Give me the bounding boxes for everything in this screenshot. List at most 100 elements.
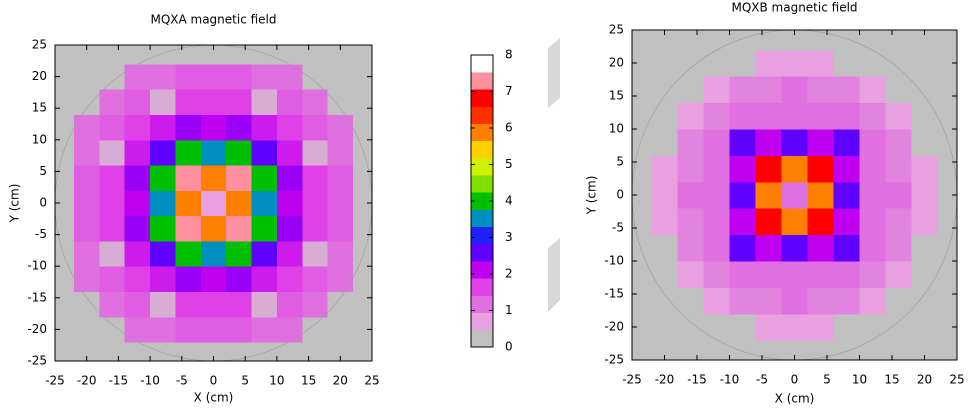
heatmap-cell (755, 49, 782, 77)
y-tick-label: 25 (32, 38, 47, 52)
heatmap-cell (175, 240, 202, 267)
heatmap-cell (677, 102, 704, 130)
heatmap-cell (352, 316, 372, 343)
heatmap-cell (632, 181, 652, 209)
heatmap-cell (327, 165, 354, 191)
x-tick-label: 10 (852, 373, 867, 387)
heatmap-cell (677, 340, 704, 360)
heatmap-cell (352, 114, 372, 141)
heatmap-cell (703, 155, 730, 183)
heatmap-cell (276, 266, 303, 292)
heatmap-cell (911, 287, 938, 315)
heatmap-cell (859, 313, 886, 341)
y-tick-label: -10 (604, 254, 624, 268)
colorbar-swatch (471, 329, 493, 348)
heatmap-cell (327, 215, 354, 242)
heatmap-cell (200, 215, 227, 242)
heatmap-cell (302, 63, 329, 90)
heatmap-cell (352, 45, 372, 65)
heatmap-cell (677, 76, 704, 104)
heatmap-cell (55, 89, 75, 116)
colorbar-swatch (471, 278, 493, 296)
heatmap-cell (651, 30, 678, 51)
heatmap-cell (755, 287, 782, 315)
heatmap-cell (781, 313, 808, 341)
heatmap-cell (833, 76, 860, 104)
heatmap-cell (226, 266, 253, 292)
heatmap-cell (124, 89, 151, 116)
heatmap-cell (276, 291, 303, 318)
heatmap-cell (859, 234, 886, 262)
heatmap-cell (175, 291, 202, 318)
heatmap-cell (781, 102, 808, 130)
heatmap-cell (807, 313, 834, 341)
heatmap-cell (226, 342, 253, 361)
heatmap-cell (124, 114, 151, 141)
heatmap-cell (755, 30, 782, 51)
heatmap-cell (755, 234, 782, 262)
y-axis-label: Y (cm) (585, 176, 599, 216)
heatmap-cell (859, 155, 886, 183)
heatmap-cell (74, 316, 100, 343)
heatmap-cell (729, 313, 756, 341)
colorbar-swatch (471, 192, 493, 210)
heatmap-cell (200, 114, 227, 141)
colorbar-swatch (471, 209, 493, 228)
heatmap-cell (781, 181, 808, 209)
heatmap-cell (55, 342, 75, 361)
heatmap-cell (833, 30, 860, 51)
heatmap-cell (226, 165, 253, 191)
heatmap-cell (276, 215, 303, 242)
heatmap-cell (150, 291, 176, 318)
chart-title: MQXB magnetic field (731, 1, 857, 15)
heatmap-cell (226, 89, 253, 116)
heatmap-cell (175, 63, 202, 90)
heatmap-cell (937, 102, 957, 130)
heatmap-cell (302, 240, 329, 267)
heatmap-cell (74, 114, 100, 141)
y-tick-label: -25 (27, 354, 47, 368)
heatmap-cell (124, 266, 151, 292)
x-tick-label: 10 (269, 374, 284, 388)
heatmap-cell (651, 313, 678, 341)
heatmap-cell (55, 266, 75, 292)
heatmap-cell (124, 190, 151, 217)
x-tick-label: -5 (756, 373, 768, 387)
heatmap-cell (885, 102, 912, 130)
heatmap-cell (677, 234, 704, 262)
colorbar-swatch (471, 295, 493, 313)
heatmap-cell (99, 63, 126, 90)
heatmap-cell (327, 240, 354, 267)
heatmap-cell (677, 30, 704, 51)
heatmap-cell (99, 139, 126, 166)
heatmap-cell (937, 234, 957, 262)
heatmap-cell (677, 181, 704, 209)
heatmap-cell (703, 340, 730, 360)
heatmap-cell (833, 49, 860, 77)
heatmap-cell (911, 155, 938, 183)
heatmap-cell (276, 240, 303, 267)
y-tick-label: 10 (609, 122, 624, 136)
heatmap-cell (55, 165, 75, 191)
heatmap-cell (937, 129, 957, 156)
heatmap-cell (352, 63, 372, 90)
heatmap-cells (632, 30, 957, 360)
heatmap-cell (124, 215, 151, 242)
heatmap-cell (226, 114, 253, 141)
heatmap-cell (937, 313, 957, 341)
heatmap-cell (755, 129, 782, 156)
heatmap-cell (703, 313, 730, 341)
heatmap-cell (352, 266, 372, 292)
heatmap-cell (55, 316, 75, 343)
heatmap-cell (651, 261, 678, 288)
heatmap-cell (200, 266, 227, 292)
colorbar-tick-label: 1 (505, 303, 513, 317)
heatmap-cell (703, 30, 730, 51)
heatmap-cell (632, 313, 652, 341)
heatmap-cell (99, 165, 126, 191)
heatmap-cell (99, 190, 126, 217)
heatmap-cell (911, 208, 938, 236)
heatmap-cell (74, 240, 100, 267)
x-tick-label: 20 (333, 374, 348, 388)
heatmap-cell (885, 76, 912, 104)
